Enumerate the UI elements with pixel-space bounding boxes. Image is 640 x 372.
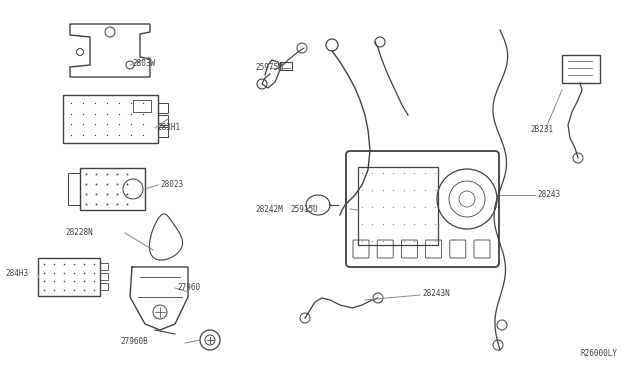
Bar [358, 167, 438, 245]
Bar [133, 100, 151, 112]
Text: 25975M: 25975M [255, 62, 283, 71]
Text: R26000LY: R26000LY [581, 349, 618, 358]
Text: 283H1: 283H1 [157, 122, 180, 131]
Bar [100, 283, 108, 290]
Text: 28242M: 28242M [255, 205, 283, 214]
Bar [562, 55, 600, 83]
Text: 25915U: 25915U [290, 205, 317, 214]
Bar [100, 273, 108, 280]
Text: 27960B: 27960B [120, 337, 148, 346]
Bar [158, 115, 168, 125]
Text: 284H3: 284H3 [5, 269, 28, 279]
Text: 28243N: 28243N [422, 289, 450, 298]
Bar [158, 103, 168, 113]
Bar [100, 263, 108, 270]
Bar [68, 173, 80, 205]
Text: 27960: 27960 [177, 282, 200, 292]
Text: 2803W: 2803W [132, 58, 155, 67]
Text: 28228N: 28228N [65, 228, 93, 237]
Bar [38, 258, 100, 296]
Bar [63, 95, 158, 143]
Text: 28023: 28023 [160, 180, 183, 189]
Text: 28243: 28243 [537, 189, 560, 199]
Bar [280, 62, 292, 70]
Text: 2B231: 2B231 [530, 125, 553, 134]
Bar [80, 168, 145, 210]
Bar [158, 127, 168, 137]
